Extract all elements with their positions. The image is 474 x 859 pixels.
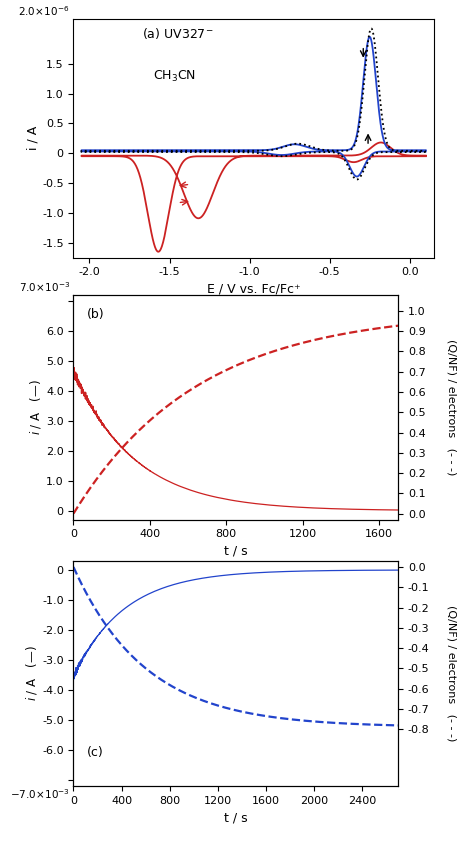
Y-axis label: (Q/NF) / electrons   (- - -): (Q/NF) / electrons (- - -) — [447, 606, 456, 741]
Text: $7.0\!\times\!10^{-3}$: $7.0\!\times\!10^{-3}$ — [19, 280, 70, 294]
Y-axis label: $i$ / A   (—): $i$ / A (—) — [24, 645, 39, 702]
X-axis label: t / s: t / s — [224, 811, 247, 825]
Y-axis label: $i$ / A   (—): $i$ / A (—) — [28, 379, 43, 436]
Text: (b): (b) — [86, 308, 104, 321]
Text: (c): (c) — [86, 746, 103, 759]
Text: $2.0\!\times\!10^{-6}$: $2.0\!\times\!10^{-6}$ — [18, 4, 70, 18]
X-axis label: t / s: t / s — [224, 545, 247, 558]
Text: $-7.0\!\times\!10^{-3}$: $-7.0\!\times\!10^{-3}$ — [10, 787, 70, 801]
Y-axis label: (Q/NF) / electrons   (- - -): (Q/NF) / electrons (- - -) — [447, 339, 456, 475]
Text: (a) UV327$^{-}$: (a) UV327$^{-}$ — [142, 26, 213, 41]
X-axis label: E / V vs. Fc/Fc⁺: E / V vs. Fc/Fc⁺ — [207, 283, 301, 296]
Y-axis label: i / A: i / A — [27, 126, 39, 150]
Text: CH$_3$CN: CH$_3$CN — [153, 69, 196, 84]
